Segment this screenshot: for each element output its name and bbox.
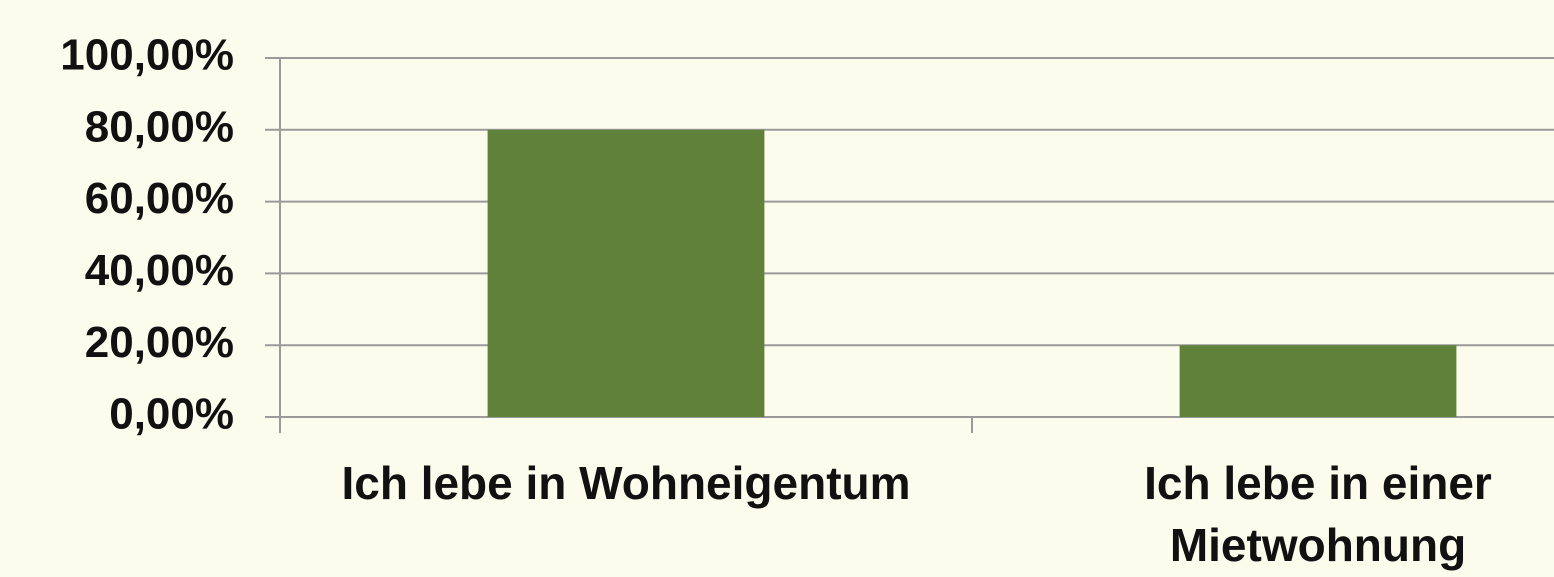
x-tick-label: Ich lebe in Wohneigentum xyxy=(341,457,911,509)
x-tick-label: Ich lebe in einer Mietwohnung xyxy=(1144,457,1492,571)
y-tick-label: 80,00% xyxy=(85,102,234,151)
y-tick-label: 40,00% xyxy=(85,246,234,295)
bar xyxy=(487,129,765,418)
y-tick-label: 60,00% xyxy=(85,174,234,223)
y-tick-label: 100,00% xyxy=(60,31,234,80)
y-tick-label: 20,00% xyxy=(85,318,234,367)
bar xyxy=(1179,345,1457,417)
y-tick-label: 0,00% xyxy=(109,390,234,439)
